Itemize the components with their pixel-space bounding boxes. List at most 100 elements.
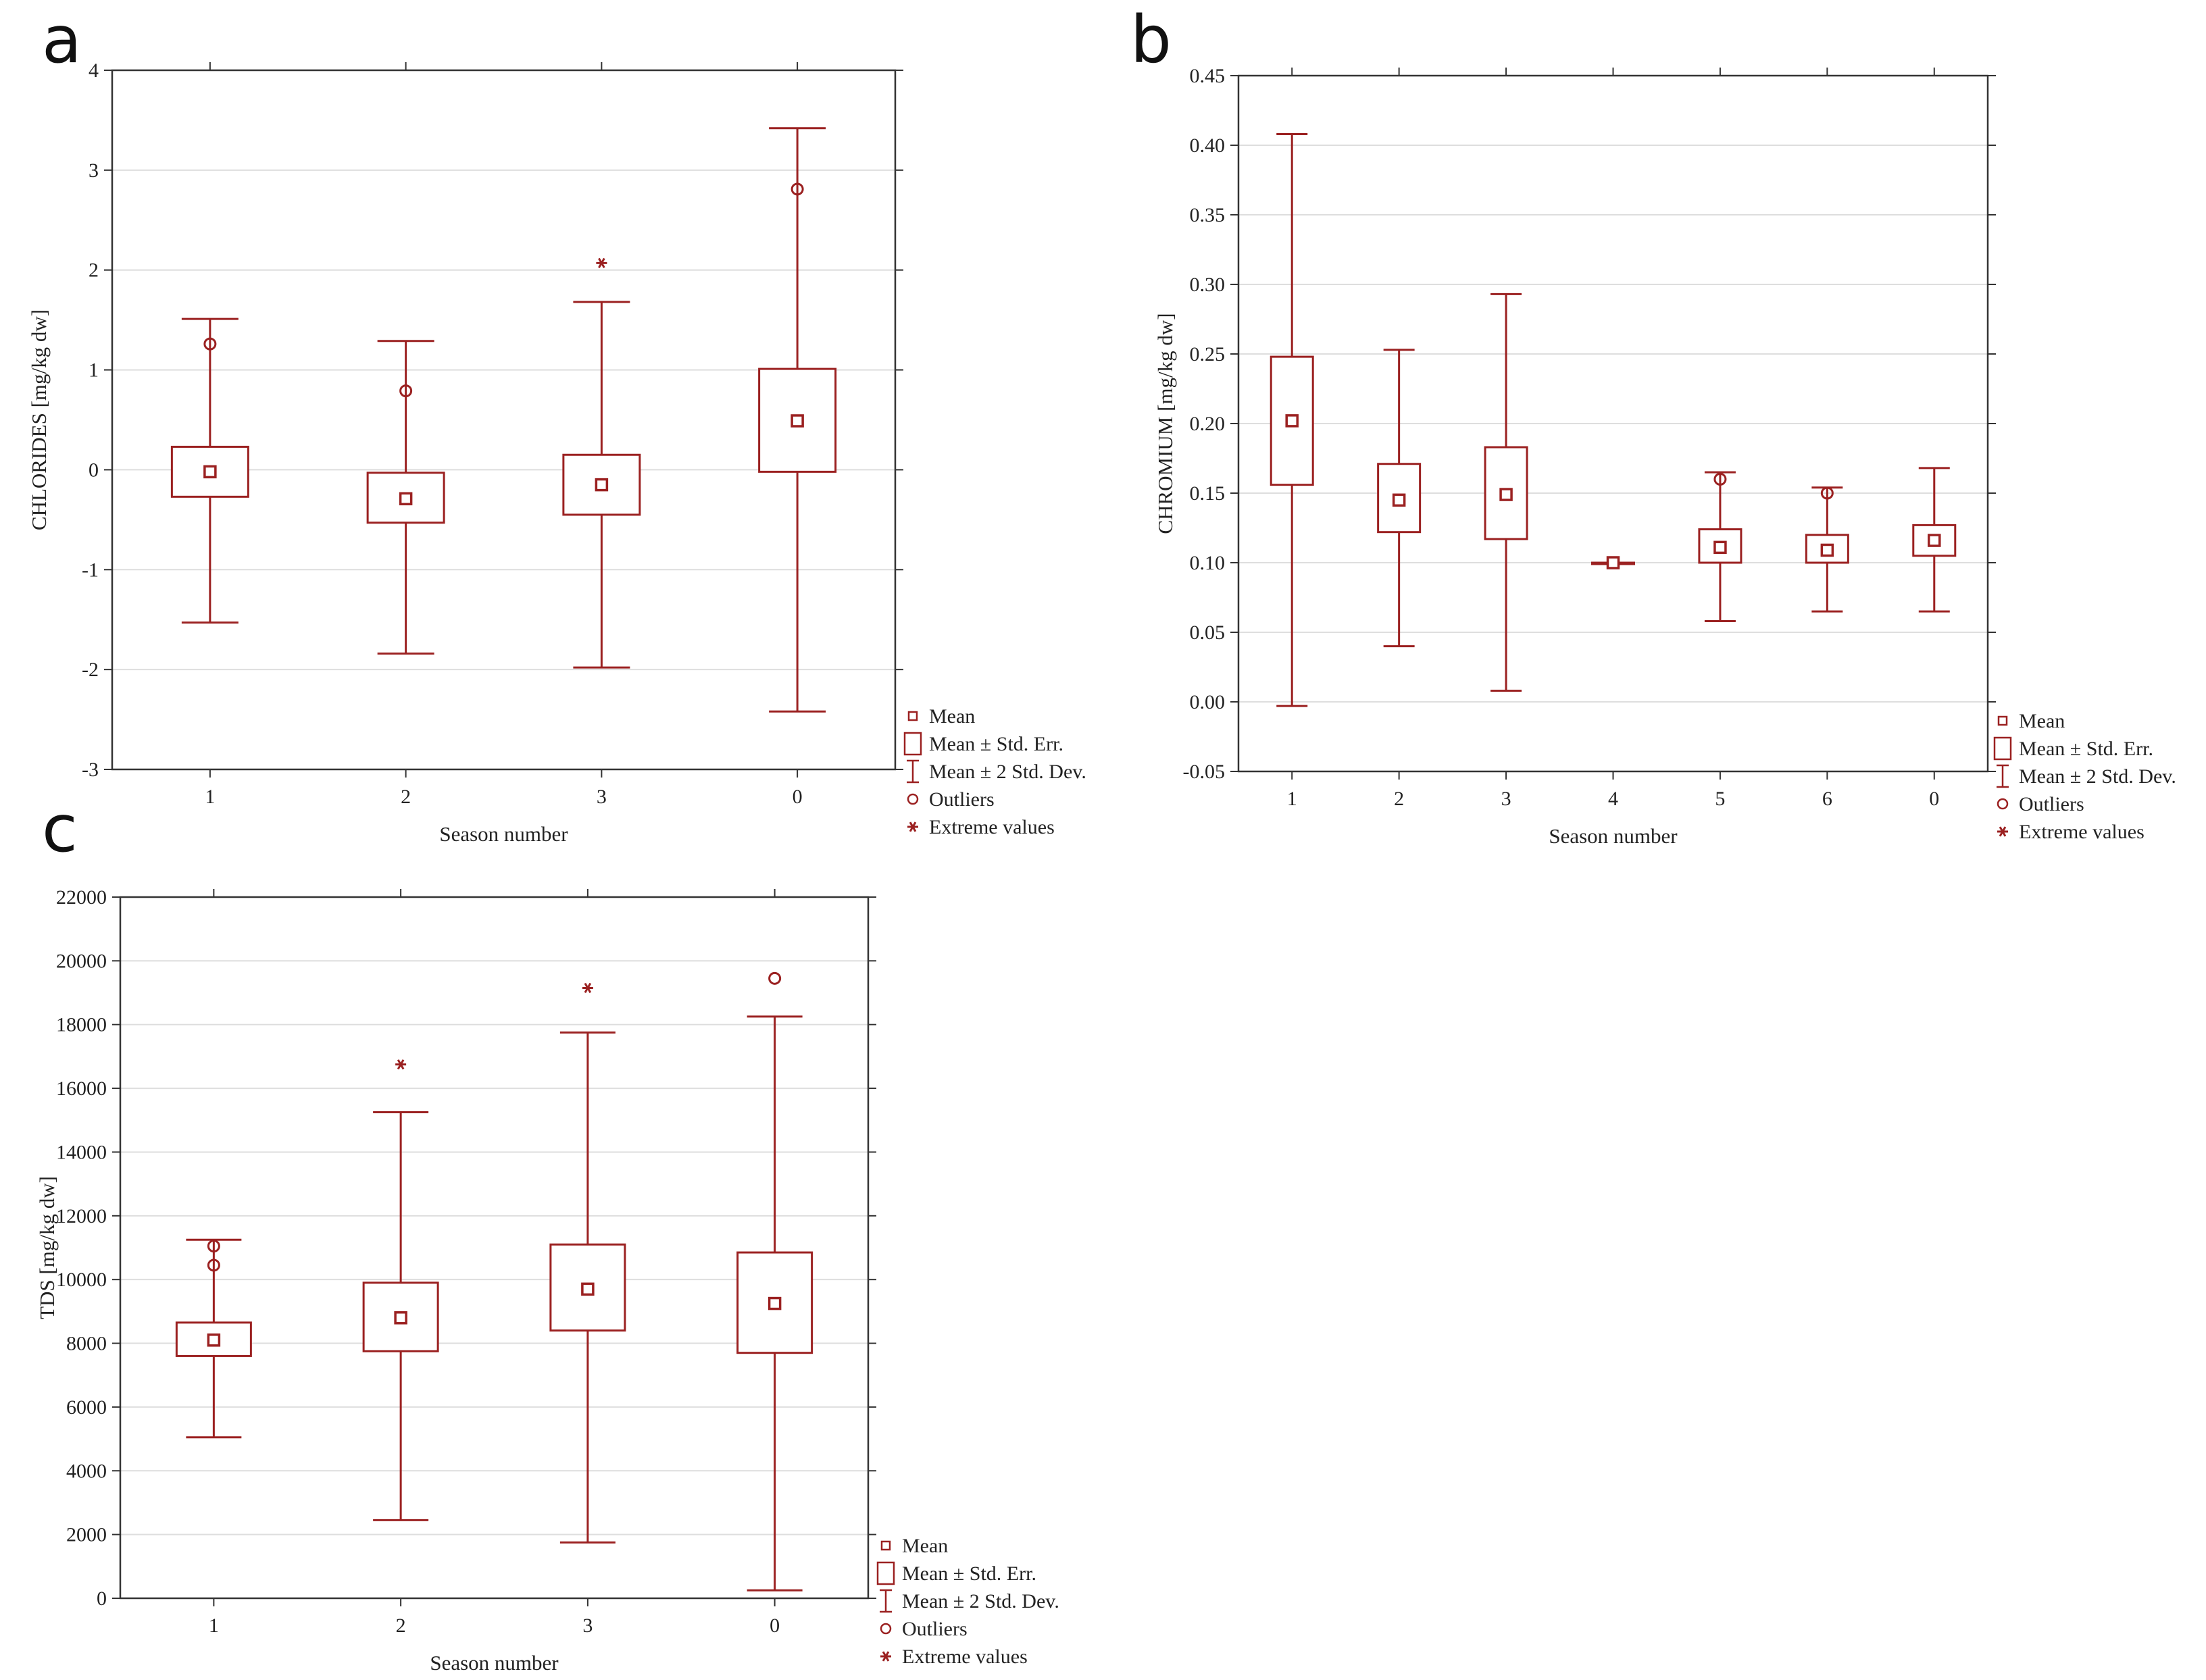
box-category-6 <box>1805 486 1849 613</box>
legend: Mean Mean ± Std. Err. Mean ± 2 Std. Dev. Ou… <box>1993 710 2176 843</box>
mean-marker <box>207 1333 221 1347</box>
legend-label-extremes: Extreme values <box>2019 821 2145 843</box>
y-tick-label: 18000 <box>56 1014 107 1036</box>
y-tick-label: 0.40 <box>1190 134 1226 157</box>
mean-marker <box>595 478 609 492</box>
y-tick-label: 0.25 <box>1190 343 1226 365</box>
box-category-1 <box>1270 133 1314 707</box>
box-category-2 <box>366 340 445 655</box>
legend-label-se: Mean ± Std. Err. <box>929 733 1063 755</box>
legend-label-outliers: Outliers <box>929 788 995 811</box>
x-tick-label: 0 <box>793 786 803 808</box>
x-tick-label: 3 <box>582 1614 593 1637</box>
box-category-0 <box>1912 467 1957 613</box>
x-axis-title: Season number <box>439 822 568 846</box>
legend-mean-symbol <box>1997 715 2008 726</box>
mean-marker <box>394 1311 407 1325</box>
extreme-point <box>596 257 607 268</box>
legend: Mean Mean ± Std. Err. Mean ± 2 Std. Dev. Ou… <box>876 1535 1059 1668</box>
box-category-4 <box>1591 556 1635 569</box>
outlier-point <box>203 337 217 351</box>
x-axis-title: Season number <box>430 1651 559 1675</box>
y-tick-label: 0.35 <box>1190 204 1226 226</box>
y-tick-label: 0 <box>97 1587 107 1610</box>
panel-letter: a <box>42 2 82 78</box>
mean-marker <box>768 1296 782 1310</box>
y-tick-label: -3 <box>82 759 99 781</box>
legend-se-symbol <box>903 732 922 756</box>
x-tick-label: 6 <box>1822 788 1832 810</box>
y-tick-label: 0.10 <box>1190 552 1226 574</box>
x-tick-label: 3 <box>1501 788 1511 810</box>
legend-extreme-symbol <box>880 1651 891 1662</box>
legend-label-sd: Mean ± 2 Std. Dev. <box>929 761 1086 783</box>
legend-mean-symbol <box>880 1540 891 1551</box>
box-category-2 <box>362 1059 439 1521</box>
x-tick-label: 3 <box>597 786 607 808</box>
y-tick-label: -2 <box>82 659 99 681</box>
box-category-5 <box>1698 471 1743 623</box>
box-category-1 <box>175 1238 252 1439</box>
mean-marker <box>203 465 217 479</box>
mean-marker <box>1713 540 1727 555</box>
y-tick-label: -0.05 <box>1183 761 1226 783</box>
y-tick-label: 22000 <box>56 886 107 909</box>
legend-outlier-symbol <box>880 1623 892 1635</box>
y-tick-label: 0.20 <box>1190 413 1226 435</box>
y-tick-label: 2 <box>89 259 99 282</box>
mean-marker <box>581 1282 595 1296</box>
box-category-3 <box>1484 292 1528 692</box>
panel-letter: b <box>1130 2 1172 78</box>
y-tick-label: 14000 <box>56 1141 107 1163</box>
legend-outlier-symbol <box>1997 798 2009 810</box>
x-tick-label: 1 <box>209 1614 219 1637</box>
x-tick-label: 2 <box>1394 788 1404 810</box>
legend-label-outliers: Outliers <box>2019 793 2084 815</box>
legend-sd-symbol <box>880 1589 892 1613</box>
mean-marker <box>399 492 413 506</box>
y-tick-label: 10000 <box>56 1269 107 1291</box>
legend-label-se: Mean ± Std. Err. <box>902 1562 1036 1585</box>
legend-extreme-symbol <box>907 821 918 832</box>
x-tick-label: 4 <box>1608 788 1618 810</box>
panel-letter: c <box>42 791 78 867</box>
box-category-3 <box>549 982 626 1544</box>
y-tick-label: 4000 <box>66 1460 107 1482</box>
extreme-point <box>582 982 593 994</box>
mean-marker <box>1606 556 1620 569</box>
legend-label-extremes: Extreme values <box>929 816 1055 838</box>
x-tick-label: 2 <box>401 786 411 808</box>
y-tick-label: 0.00 <box>1190 691 1226 713</box>
outlier-point <box>1713 472 1727 486</box>
x-tick-label: 5 <box>1715 788 1725 810</box>
legend-label-outliers: Outliers <box>902 1618 968 1640</box>
legend-sd-symbol <box>1997 764 2009 788</box>
y-tick-label: 3 <box>89 159 99 182</box>
legend-se-symbol <box>1993 736 2012 761</box>
x-tick-label: 0 <box>1929 788 1939 810</box>
x-tick-label: 2 <box>396 1614 406 1637</box>
y-tick-label: 12000 <box>56 1205 107 1227</box>
chart-panel-c: c 0 2000 4000 6000 8000 10000 12000 14000 16000 18… <box>35 791 1059 1675</box>
y-axis-title: TDS [mg/kg dw] <box>35 1176 59 1319</box>
outlier-point <box>1820 486 1834 500</box>
y-tick-label: 0 <box>89 459 99 481</box>
y-tick-label: 1 <box>89 359 99 382</box>
legend-sd-symbol <box>907 759 919 784</box>
mean-marker <box>1928 534 1941 547</box>
y-tick-label: 16000 <box>56 1077 107 1100</box>
mean-marker <box>1499 488 1513 501</box>
x-tick-label: 1 <box>205 786 215 808</box>
x-tick-label: 0 <box>770 1614 780 1637</box>
legend-extreme-symbol <box>1997 826 2008 837</box>
y-tick-label: 8000 <box>66 1333 107 1355</box>
box-category-0 <box>758 127 837 713</box>
legend-label-mean: Mean <box>902 1535 948 1557</box>
chart-panel-b: b -0.05 0.00 0.05 0.10 0.15 0.20 0.25 0.30 0.35 0.… <box>1130 2 2176 848</box>
y-tick-label: 20000 <box>56 950 107 972</box>
legend: Mean Mean ± Std. Err. Mean ± 2 Std. Dev. Ou… <box>903 705 1086 838</box>
plot-frame <box>119 896 870 1600</box>
extreme-point <box>395 1059 407 1070</box>
y-axis-title: CHLORIDES [mg/kg dw] <box>27 309 51 530</box>
